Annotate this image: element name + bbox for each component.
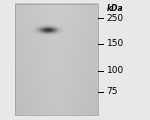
Text: kDa: kDa [106,4,123,13]
Text: 75: 75 [106,87,118,96]
Bar [15,4,98,115]
Text: 150: 150 [106,39,124,48]
Text: 100: 100 [106,66,124,75]
Text: 250: 250 [106,14,124,23]
